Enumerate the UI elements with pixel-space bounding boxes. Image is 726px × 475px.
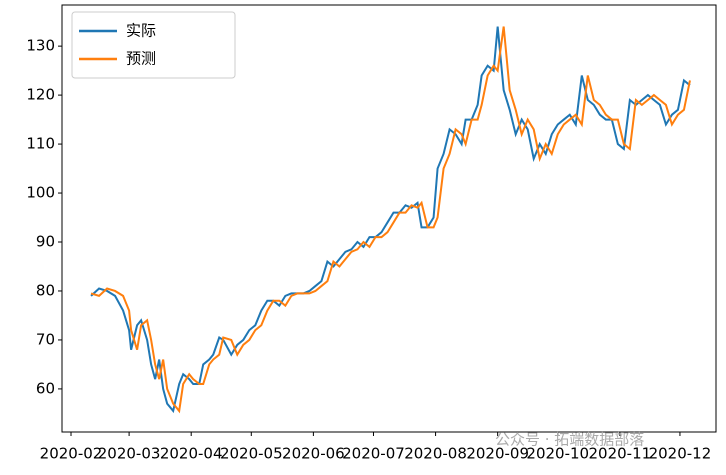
x-tick-label: 2020-09	[466, 445, 529, 463]
y-tick-label: 120	[26, 86, 55, 104]
x-tick-label: 2020-02	[40, 445, 103, 463]
x-tick-label: 2020-03	[98, 445, 161, 463]
x-tick-label: 2020-11	[589, 445, 652, 463]
x-tick-label: 2020-05	[220, 445, 283, 463]
x-tick-label: 2020-12	[649, 445, 712, 463]
legend-label: 实际	[126, 22, 156, 40]
y-tick-label: 110	[26, 135, 55, 153]
y-tick-label: 80	[36, 281, 55, 299]
y-tick-label: 70	[36, 330, 55, 348]
x-tick-label: 2020-10	[526, 445, 589, 463]
x-tick-label: 2020-04	[160, 445, 223, 463]
legend-label: 预测	[126, 50, 156, 68]
y-tick-label: 100	[26, 184, 55, 202]
x-tick-label: 2020-07	[342, 445, 405, 463]
legend-box	[71, 11, 236, 79]
x-tick-label: 2020-08	[404, 445, 467, 463]
y-tick-label: 60	[36, 379, 55, 397]
y-tick-label: 90	[36, 233, 55, 251]
y-tick-label: 130	[26, 37, 55, 55]
watermark: 公众号 · 拓端数据部落	[495, 431, 644, 449]
line-series	[90, 26, 691, 414]
x-tick-label: 2020-06	[282, 445, 345, 463]
